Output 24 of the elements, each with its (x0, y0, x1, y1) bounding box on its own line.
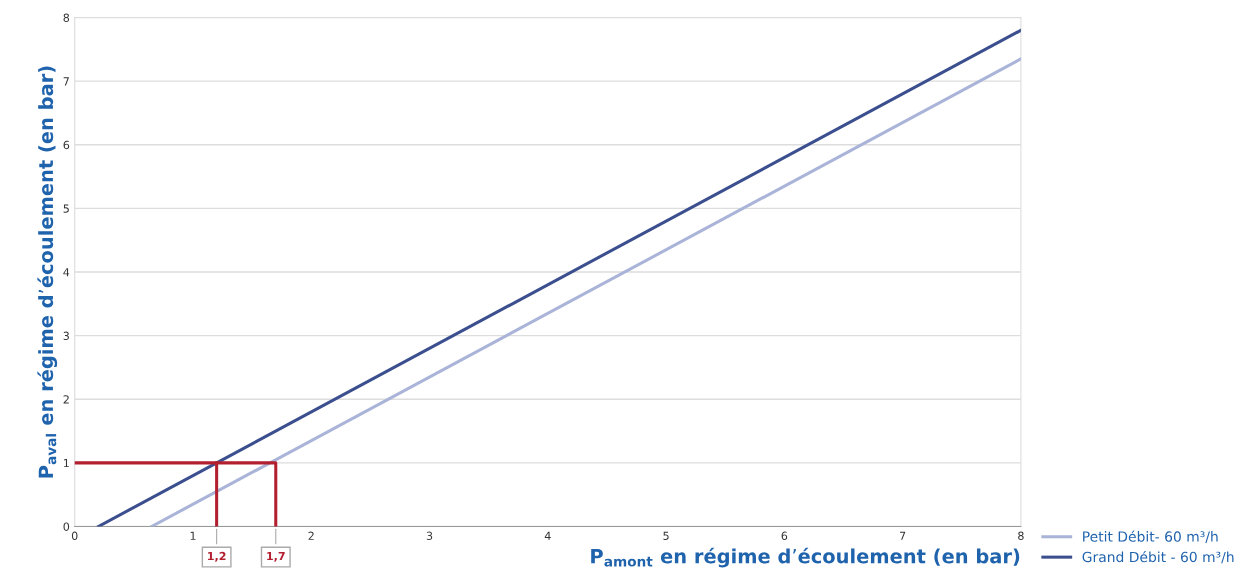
x-axis-title: P$_{amont}$ en régime d’écoulement (en bar) (591, 547, 1020, 568)
annotation: 1,7 (267, 552, 285, 562)
y-tick-label: 5 (63, 204, 69, 213)
legend-label: Grand Débit - 60 m³/h (1082, 550, 1234, 564)
y-tick-label: 2 (63, 395, 69, 404)
y-tick-label: 8 (63, 13, 70, 22)
y-tick-label: 0 (63, 522, 70, 531)
annotation: 1,2 (208, 551, 226, 562)
x-tick-label: 8 (1018, 531, 1024, 540)
legend-label: Petit Débit- 60 m³/h (1083, 530, 1218, 543)
x-tick-label: 0 (71, 531, 78, 540)
y-tick-label: 4 (63, 268, 70, 277)
x-tick-label: 3 (426, 531, 433, 540)
y-tick-label: 7 (63, 77, 69, 86)
x-tick-label: 4 (544, 531, 551, 540)
x-tick-label: 1 (190, 531, 196, 540)
y-tick-label: 3 (63, 331, 69, 341)
x-tick-label: 7 (900, 531, 906, 540)
y-axis-title: P$_{aval}$ en régime d’écoulement (en bar) (37, 66, 58, 478)
x-tick-label: 5 (663, 531, 669, 540)
y-tick-label: 6 (63, 140, 70, 150)
y-tick-label: 1 (63, 459, 69, 468)
x-tick-label: 2 (308, 531, 314, 540)
x-tick-label: 6 (781, 531, 788, 540)
